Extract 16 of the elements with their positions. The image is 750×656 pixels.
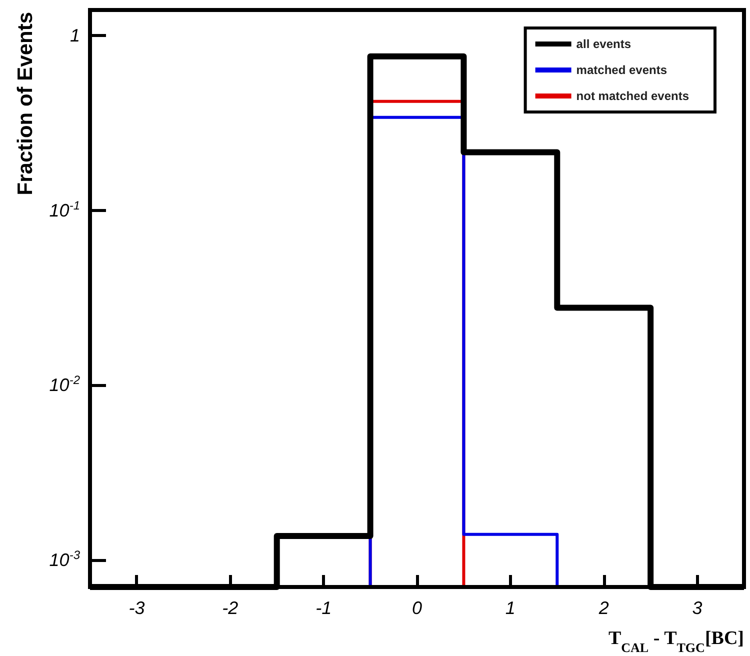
y-tick-label: 1 — [70, 26, 80, 46]
y-axis-title: Fraction of Events — [14, 12, 37, 196]
x-tick-label: 1 — [505, 598, 516, 618]
x-tick-label: 2 — [598, 598, 609, 618]
y-tick-label: 10$^{-2}$ — [49, 373, 80, 396]
x-tick-label: 3 — [692, 598, 702, 618]
legend-label: matched events — [576, 63, 668, 77]
y-tick-label: 10$^{-3}$ — [49, 548, 80, 570]
x-tick-label: -1 — [316, 598, 332, 618]
legend-label: all events — [576, 37, 632, 51]
x-axis-title: T$_{CAL}$ - T$_{TGC}$[BC] — [608, 628, 744, 654]
x-tick-label: -3 — [128, 598, 145, 618]
legend-label: not matched events — [576, 89, 690, 103]
x-tick-label: 0 — [412, 598, 422, 618]
x-tick-label: -2 — [222, 598, 238, 618]
y-tick-label: 10$^{-1}$ — [49, 198, 80, 220]
